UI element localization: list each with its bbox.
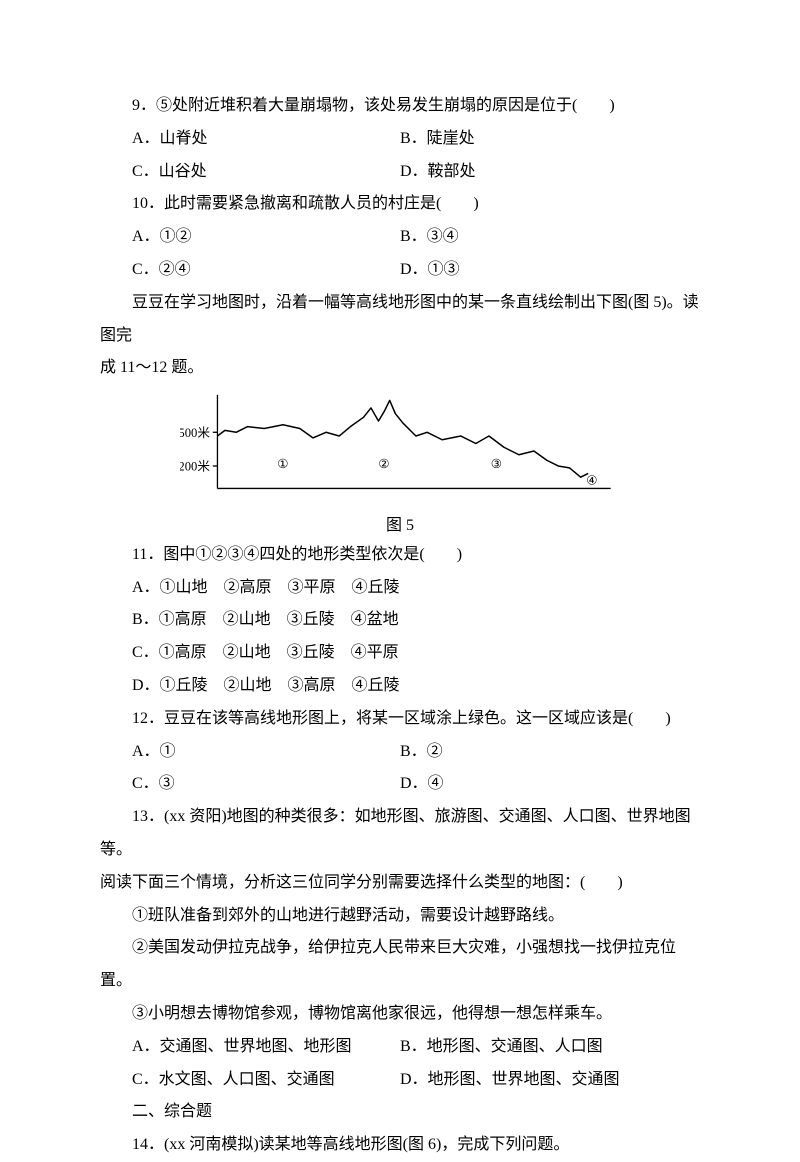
q11-option-d: D．①丘陵 ②山地 ③高原 ④丘陵	[100, 670, 700, 703]
q10-option-b: B．③④	[400, 221, 700, 254]
q13-line2: 阅读下面三个情境，分析这三位同学分别需要选择什么类型的地图：( )	[100, 867, 700, 900]
q10-stem: 10．此时需要紧急撤离和疏散人员的村庄是( )	[100, 188, 700, 221]
q11-option-c: C．①高原 ②山地 ③丘陵 ④平原	[100, 637, 700, 670]
exam-page: 9．⑤处附近堆积着大量崩塌物，该处易发生崩塌的原因是位于( ) A．山脊处 B．…	[0, 0, 800, 1132]
q13-line1: 13．(xx 资阳)地图的种类很多：如地形图、旅游图、交通图、人口图、世界地图等…	[100, 801, 700, 867]
q13-option-a: A．交通图、世界地图、地形图	[100, 1031, 400, 1064]
q10-option-a: A．①②	[100, 221, 400, 254]
q9-option-d: D．鞍部处	[400, 156, 700, 189]
q13-row1: A．交通图、世界地图、地形图 B．地形图、交通图、人口图	[100, 1031, 700, 1064]
q12-stem: 12．豆豆在该等高线地形图上，将某一区域涂上绿色。这一区域应该是( )	[100, 703, 700, 736]
q13-option-c: C．水文图、人口图、交通图	[100, 1064, 400, 1097]
q12-option-c: C．③	[100, 768, 400, 801]
section2-title: 二、综合题	[100, 1096, 700, 1129]
q9-option-b: B．陡崖处	[400, 123, 700, 156]
q13-s2: ②美国发动伊拉克战争，给伊拉克人民带来巨大灾难，小强想找一找伊拉克位置。	[100, 932, 700, 998]
q12-option-a: A．①	[100, 736, 400, 769]
svg-text:③: ③	[491, 457, 502, 471]
svg-text:500米: 500米	[180, 426, 210, 440]
q12-option-b: B．②	[400, 736, 700, 769]
q12-row2: C．③ D．④	[100, 768, 700, 801]
q14-stem: 14．(xx 河南模拟)读某地等高线地形图(图 6)，完成下列问题。	[100, 1129, 700, 1162]
q11-option-a: A．①山地 ②高原 ③平原 ④丘陵	[100, 572, 700, 605]
figure5: 500米 200米 ① ② ③ ④	[180, 391, 620, 511]
q10-option-c: C．②④	[100, 254, 400, 287]
q10-row2: C．②④ D．①③	[100, 254, 700, 287]
q11-stem: 11．图中①②③④四处的地形类型依次是( )	[100, 539, 700, 572]
q12-row1: A．① B．②	[100, 736, 700, 769]
q13-s1: ①班队准备到郊外的山地进行越野活动，需要设计越野路线。	[100, 900, 700, 933]
svg-text:②: ②	[378, 457, 389, 471]
q13-row2: C．水文图、人口图、交通图 D．地形图、世界地图、交通图	[100, 1064, 700, 1097]
q9-row2: C．山谷处 D．鞍部处	[100, 156, 700, 189]
passage1-line1: 豆豆在学习地图时，沿着一幅等高线地形图中的某一条直线绘制出下图(图 5)。读图完	[100, 287, 700, 353]
q9-row1: A．山脊处 B．陡崖处	[100, 123, 700, 156]
figure5-caption: 图 5	[100, 513, 700, 539]
q13-s3: ③小明想去博物馆参观，博物馆离他家很远，他得想一想怎样乘车。	[100, 998, 700, 1031]
q9-stem: 9．⑤处附近堆积着大量崩塌物，该处易发生崩塌的原因是位于( )	[100, 90, 700, 123]
svg-text:①: ①	[277, 457, 288, 471]
q13-option-b: B．地形图、交通图、人口图	[400, 1031, 700, 1064]
svg-text:200米: 200米	[180, 460, 210, 474]
q10-option-d: D．①③	[400, 254, 700, 287]
q12-option-d: D．④	[400, 768, 700, 801]
q13-option-d: D．地形图、世界地图、交通图	[400, 1064, 700, 1097]
svg-text:④: ④	[586, 474, 597, 488]
q11-option-b: B．①高原 ②山地 ③丘陵 ④盆地	[100, 604, 700, 637]
q9-option-c: C．山谷处	[100, 156, 400, 189]
passage1-line2: 成 11～12 题。	[100, 352, 700, 385]
q9-option-a: A．山脊处	[100, 123, 400, 156]
q10-row1: A．①② B．③④	[100, 221, 700, 254]
